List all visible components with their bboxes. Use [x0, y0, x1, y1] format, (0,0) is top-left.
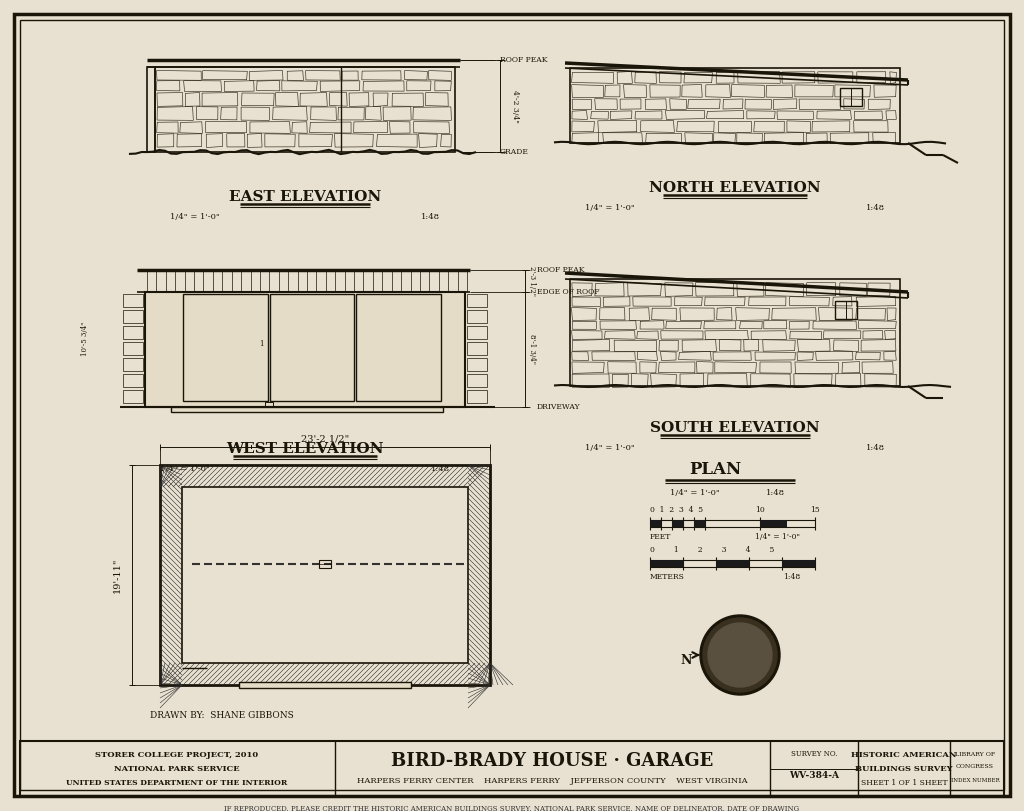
- Text: METERS: METERS: [650, 573, 685, 581]
- Text: STORER COLLEGE PROJECT, 2010: STORER COLLEGE PROJECT, 2010: [95, 751, 259, 759]
- Text: INDEX NUMBER: INDEX NUMBER: [950, 779, 999, 783]
- Text: FEET: FEET: [650, 533, 672, 541]
- Bar: [319, 560, 331, 568]
- Text: ROOF PEAK: ROOF PEAK: [500, 56, 548, 64]
- Text: 1:48: 1:48: [782, 573, 800, 581]
- Text: 1: 1: [259, 340, 264, 348]
- Text: 1/4" = 1'-0": 1/4" = 1'-0": [670, 489, 720, 497]
- Text: LIBRARY OF: LIBRARY OF: [955, 753, 995, 757]
- Bar: [182, 487, 468, 663]
- Bar: [467, 342, 487, 355]
- Text: ROOF PEAK: ROOF PEAK: [537, 266, 585, 274]
- Bar: [694, 520, 705, 527]
- Text: 1:48: 1:48: [431, 465, 450, 473]
- Bar: [840, 88, 862, 106]
- Bar: [467, 294, 487, 307]
- Bar: [467, 390, 487, 403]
- Bar: [123, 326, 143, 339]
- Text: 8'-1 3/4": 8'-1 3/4": [528, 334, 536, 364]
- Bar: [123, 374, 143, 387]
- Bar: [123, 390, 143, 403]
- Text: SOUTH ELEVATION: SOUTH ELEVATION: [650, 421, 820, 435]
- Text: SHEET 1 OF 1 SHEET: SHEET 1 OF 1 SHEET: [861, 779, 947, 787]
- Text: IF REPRODUCED, PLEASE CREDIT THE HISTORIC AMERICAN BUILDINGS SURVEY, NATIONAL PA: IF REPRODUCED, PLEASE CREDIT THE HISTORI…: [224, 804, 800, 811]
- Text: BUILDINGS SURVEY: BUILDINGS SURVEY: [855, 765, 952, 773]
- Bar: [570, 279, 900, 386]
- Text: 1/4" = 1'-0": 1/4" = 1'-0": [585, 444, 635, 452]
- Bar: [145, 292, 465, 407]
- Text: 0        1        2        3        4        5: 0 1 2 3 4 5: [650, 546, 774, 554]
- Bar: [123, 358, 143, 371]
- Circle shape: [700, 615, 780, 695]
- Circle shape: [708, 623, 772, 687]
- Text: 1:48: 1:48: [866, 204, 885, 212]
- Text: BIRD-BRADY HOUSE · GARAGE: BIRD-BRADY HOUSE · GARAGE: [391, 752, 713, 770]
- Text: HARPERS FERRY CENTER    HARPERS FERRY    JEFFERSON COUNTY    WEST VIRGINIA: HARPERS FERRY CENTER HARPERS FERRY JEFFE…: [356, 777, 748, 785]
- Text: UNITED STATES DEPARTMENT OF THE INTERIOR: UNITED STATES DEPARTMENT OF THE INTERIOR: [67, 779, 288, 787]
- Text: HISTORIC AMERICAN: HISTORIC AMERICAN: [851, 751, 956, 759]
- Bar: [650, 560, 683, 567]
- Bar: [356, 294, 440, 401]
- Bar: [672, 520, 683, 527]
- Text: 10: 10: [755, 506, 765, 514]
- Text: GRADE: GRADE: [500, 148, 528, 156]
- Text: DRIVEWAY: DRIVEWAY: [537, 403, 581, 411]
- Bar: [123, 294, 143, 307]
- Bar: [171, 407, 442, 412]
- Bar: [716, 560, 749, 567]
- Bar: [147, 67, 155, 152]
- Text: 1:48: 1:48: [766, 489, 785, 497]
- Text: CONGRESS: CONGRESS: [956, 765, 994, 770]
- Text: DRAWN BY:  SHANE GIBBONS: DRAWN BY: SHANE GIBBONS: [150, 710, 294, 719]
- Bar: [467, 326, 487, 339]
- Bar: [570, 68, 900, 143]
- Text: SURVEY NO.: SURVEY NO.: [791, 750, 838, 758]
- Text: 1/4" = 1'-0": 1/4" = 1'-0": [585, 204, 635, 212]
- Bar: [183, 294, 268, 401]
- Bar: [20, 741, 1004, 796]
- Text: NORTH ELEVATION: NORTH ELEVATION: [649, 181, 821, 195]
- Bar: [240, 682, 411, 688]
- Text: 4'-2 3/4": 4'-2 3/4": [511, 89, 519, 122]
- Text: 1/4" = 1'-0": 1/4" = 1'-0": [755, 533, 800, 541]
- Text: 19'-11": 19'-11": [113, 557, 122, 593]
- Text: EAST ELEVATION: EAST ELEVATION: [229, 190, 381, 204]
- Text: 10'-5 3/4": 10'-5 3/4": [81, 321, 89, 356]
- Bar: [467, 358, 487, 371]
- Text: WV-384-A: WV-384-A: [790, 771, 839, 780]
- Text: EDGE OF ROOF: EDGE OF ROOF: [537, 288, 599, 296]
- Text: 1:48: 1:48: [421, 213, 440, 221]
- Bar: [650, 520, 662, 527]
- Text: 1/4" = 1'-0": 1/4" = 1'-0": [160, 465, 210, 473]
- Bar: [123, 310, 143, 323]
- Bar: [160, 465, 490, 685]
- Text: 15: 15: [810, 506, 820, 514]
- Bar: [835, 301, 857, 319]
- Text: 23'-2 1/2": 23'-2 1/2": [301, 435, 349, 444]
- Bar: [467, 310, 487, 323]
- Text: WEST ELEVATION: WEST ELEVATION: [226, 442, 384, 456]
- Text: NATIONAL PARK SERVICE: NATIONAL PARK SERVICE: [115, 765, 240, 773]
- Text: 2'-3 1/2": 2'-3 1/2": [528, 266, 536, 296]
- Bar: [265, 402, 272, 407]
- Circle shape: [703, 618, 777, 692]
- Bar: [467, 374, 487, 387]
- Bar: [782, 560, 815, 567]
- Text: 0  1  2  3  4  5: 0 1 2 3 4 5: [650, 506, 703, 514]
- Bar: [269, 294, 354, 401]
- Bar: [760, 520, 787, 527]
- Text: 1/4" = 1'-0": 1/4" = 1'-0": [170, 213, 220, 221]
- Bar: [155, 67, 455, 152]
- Text: N: N: [681, 654, 692, 667]
- Text: 1:48: 1:48: [866, 444, 885, 452]
- Bar: [123, 342, 143, 355]
- Text: PLAN: PLAN: [689, 461, 741, 478]
